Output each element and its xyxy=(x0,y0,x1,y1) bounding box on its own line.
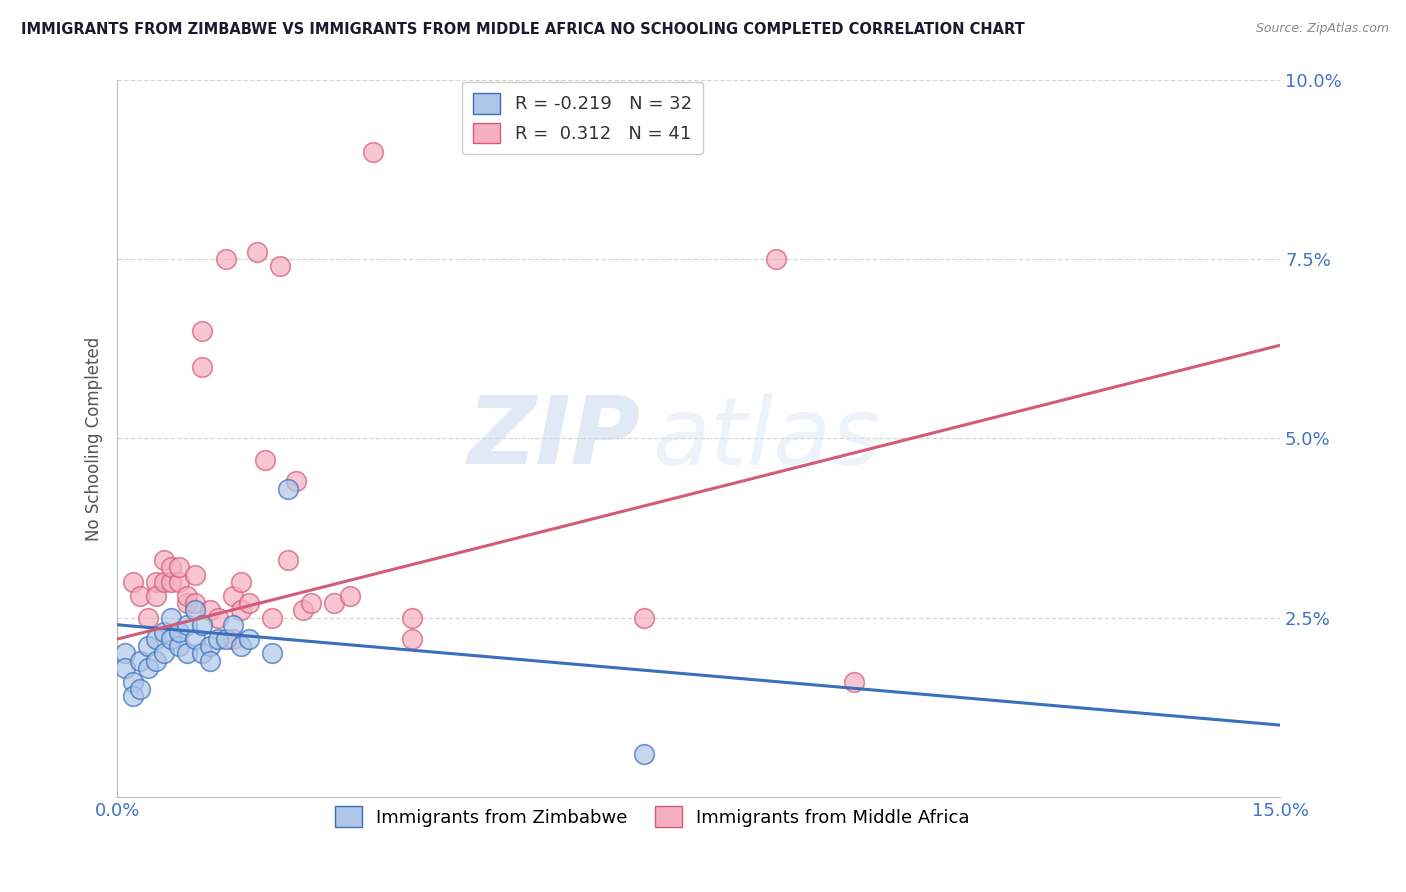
Point xyxy=(145,632,167,646)
Point xyxy=(136,610,159,624)
Point xyxy=(129,682,152,697)
Point xyxy=(361,145,384,159)
Point xyxy=(200,603,222,617)
Point xyxy=(200,654,222,668)
Point xyxy=(121,574,143,589)
Point xyxy=(145,574,167,589)
Point xyxy=(160,632,183,646)
Point xyxy=(299,596,322,610)
Point xyxy=(121,690,143,704)
Point xyxy=(136,661,159,675)
Point xyxy=(176,589,198,603)
Point xyxy=(145,654,167,668)
Point xyxy=(160,574,183,589)
Point xyxy=(152,574,174,589)
Point xyxy=(167,624,190,639)
Point xyxy=(145,589,167,603)
Point xyxy=(339,589,361,603)
Point xyxy=(114,661,136,675)
Point xyxy=(191,647,214,661)
Point xyxy=(238,596,260,610)
Point xyxy=(183,632,205,646)
Text: atlas: atlas xyxy=(652,392,880,483)
Point xyxy=(246,245,269,260)
Point xyxy=(262,647,284,661)
Point xyxy=(231,640,253,654)
Legend: Immigrants from Zimbabwe, Immigrants from Middle Africa: Immigrants from Zimbabwe, Immigrants fro… xyxy=(328,799,977,834)
Point xyxy=(167,640,190,654)
Point xyxy=(401,610,423,624)
Text: Source: ZipAtlas.com: Source: ZipAtlas.com xyxy=(1256,22,1389,36)
Point xyxy=(633,747,655,761)
Point xyxy=(222,589,245,603)
Point xyxy=(200,640,222,654)
Point xyxy=(253,453,276,467)
Point xyxy=(292,603,315,617)
Point xyxy=(207,632,229,646)
Point xyxy=(129,589,152,603)
Point xyxy=(207,610,229,624)
Point xyxy=(284,475,307,489)
Point xyxy=(152,624,174,639)
Point xyxy=(191,359,214,374)
Point xyxy=(160,610,183,624)
Point xyxy=(183,603,205,617)
Point xyxy=(160,560,183,574)
Text: ZIP: ZIP xyxy=(468,392,641,484)
Text: IMMIGRANTS FROM ZIMBABWE VS IMMIGRANTS FROM MIDDLE AFRICA NO SCHOOLING COMPLETED: IMMIGRANTS FROM ZIMBABWE VS IMMIGRANTS F… xyxy=(21,22,1025,37)
Point xyxy=(633,610,655,624)
Point xyxy=(231,603,253,617)
Point xyxy=(222,632,245,646)
Point xyxy=(183,567,205,582)
Point xyxy=(167,574,190,589)
Point xyxy=(401,632,423,646)
Y-axis label: No Schooling Completed: No Schooling Completed xyxy=(86,336,103,541)
Point xyxy=(152,647,174,661)
Point xyxy=(323,596,346,610)
Point xyxy=(238,632,260,646)
Point xyxy=(129,654,152,668)
Point xyxy=(176,596,198,610)
Point xyxy=(842,675,865,690)
Point xyxy=(765,252,787,267)
Point xyxy=(277,553,299,567)
Point xyxy=(176,647,198,661)
Point xyxy=(191,617,214,632)
Point xyxy=(176,617,198,632)
Point xyxy=(114,647,136,661)
Point xyxy=(167,560,190,574)
Point xyxy=(277,482,299,496)
Point xyxy=(215,632,238,646)
Point xyxy=(231,574,253,589)
Point xyxy=(152,553,174,567)
Point xyxy=(136,640,159,654)
Point xyxy=(262,610,284,624)
Point xyxy=(222,617,245,632)
Point xyxy=(183,596,205,610)
Point xyxy=(121,675,143,690)
Point xyxy=(269,260,291,274)
Point xyxy=(191,324,214,338)
Point xyxy=(215,252,238,267)
